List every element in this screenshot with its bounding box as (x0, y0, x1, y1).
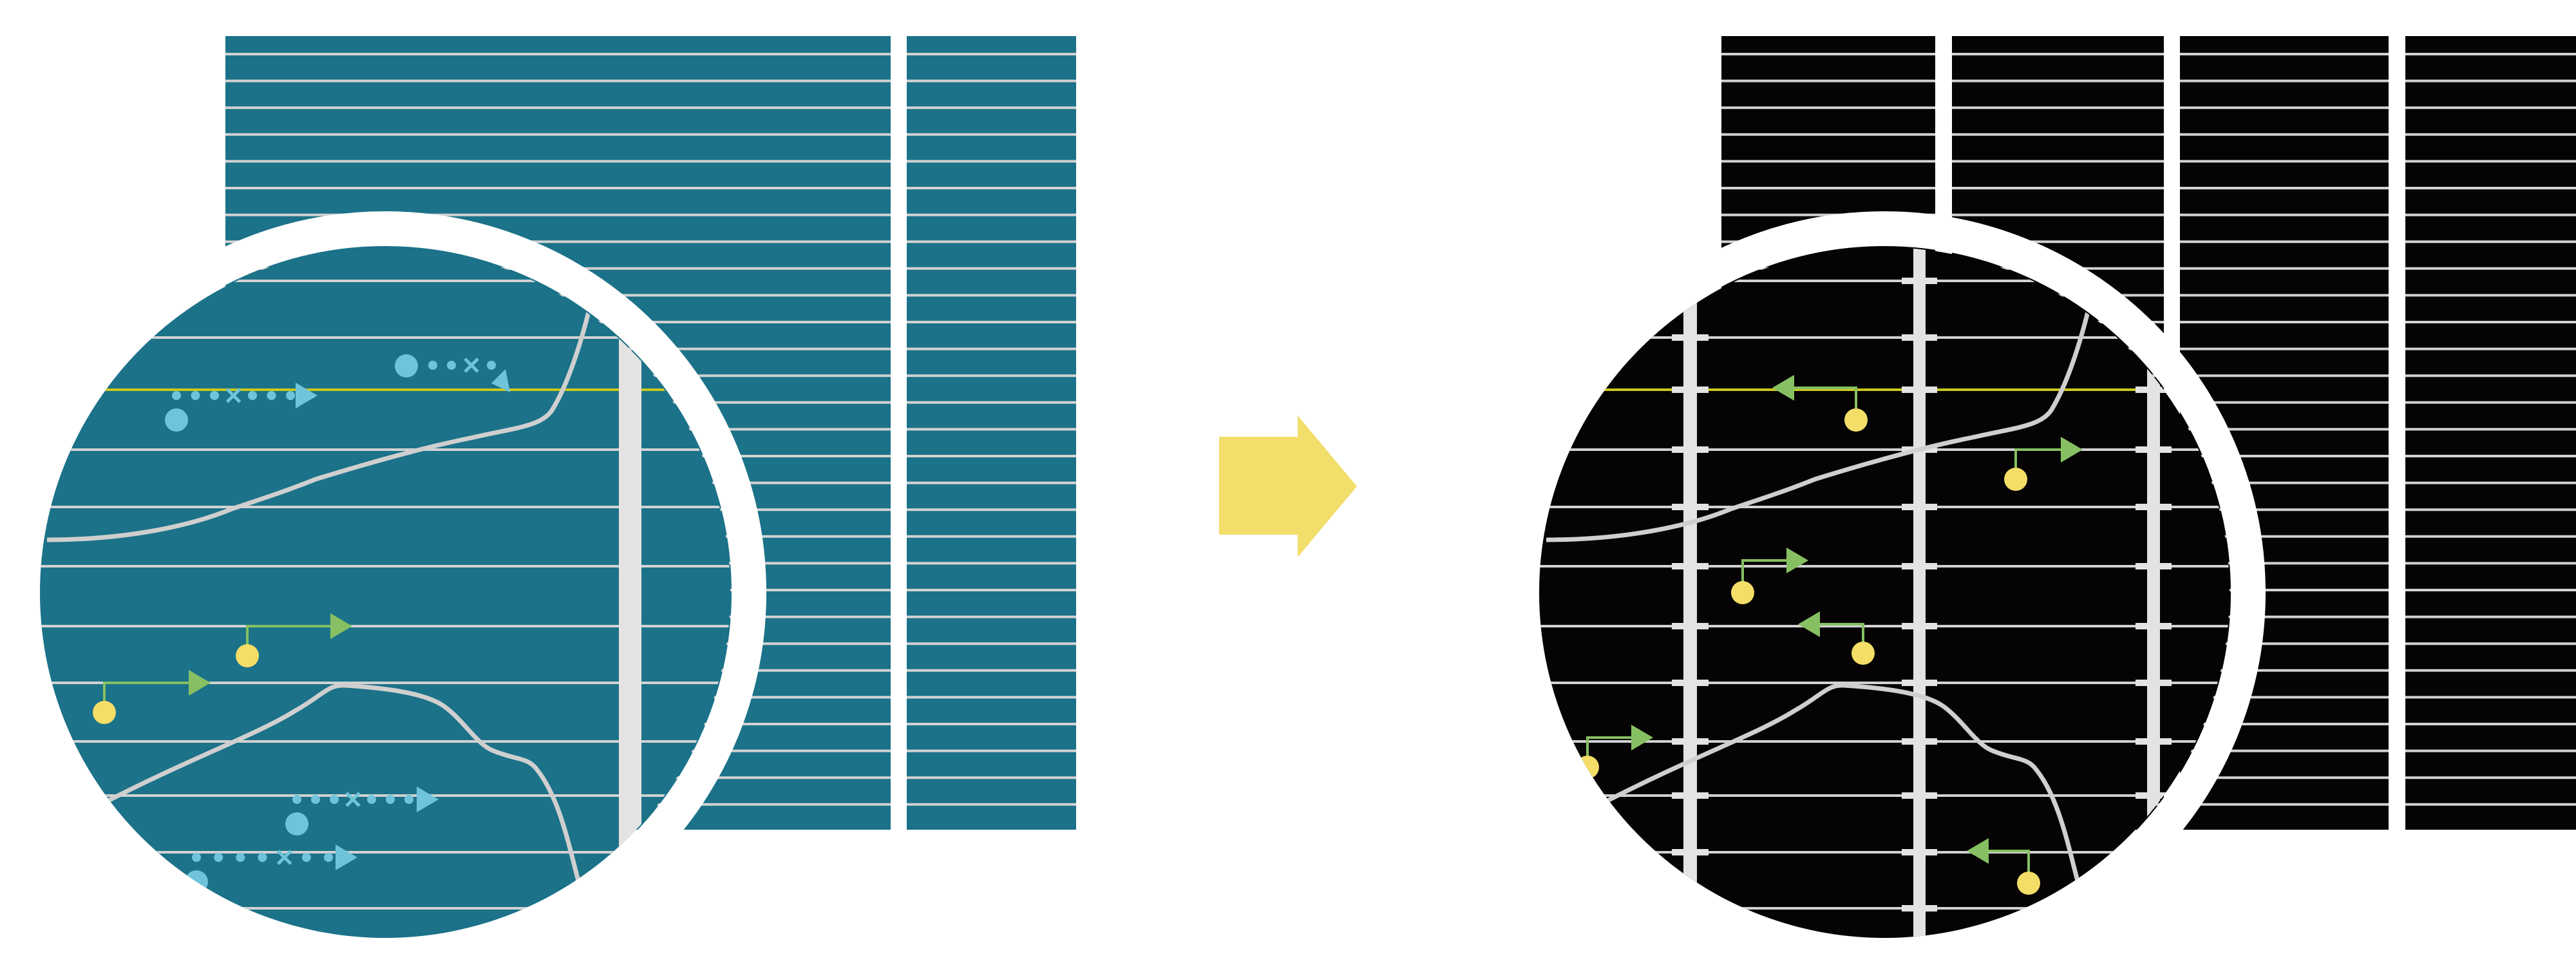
magnifier-ring (1503, 211, 2266, 974)
blue-small-dot (330, 795, 339, 804)
panel-block (2405, 36, 2576, 830)
elbow-arrow-head (1786, 548, 1808, 573)
tick-mark (1902, 680, 1937, 686)
divider-bar (619, 247, 641, 938)
blue-small-dot (487, 361, 496, 370)
yellow-dot (2017, 872, 2040, 895)
divider-bar (2147, 247, 2160, 938)
blue-cross (464, 358, 479, 373)
blue-small-dot (248, 391, 257, 400)
curve (46, 311, 591, 542)
elbow-arrow-head (1967, 838, 1989, 864)
blue-dot (285, 812, 308, 836)
blue-small-dot (447, 361, 456, 370)
tick-mark (1902, 792, 1937, 799)
blue-small-dot (386, 795, 395, 804)
tick-mark (1902, 504, 1937, 510)
tick-mark (1672, 504, 1709, 510)
yellow-dot (1852, 642, 1875, 665)
blue-small-dot (214, 853, 223, 862)
divider-bar (1913, 247, 1926, 938)
magnifier-ring (4, 211, 766, 974)
elbow-arrow-head (1772, 375, 1794, 401)
blue-cross (276, 850, 292, 865)
blue-arrow-head (491, 369, 510, 392)
tick-mark (1902, 387, 1937, 393)
tick-mark (1902, 905, 1937, 912)
tick-mark (1672, 334, 1709, 341)
tick-mark (1672, 738, 1709, 745)
tick-mark (2136, 905, 2172, 912)
right-arrow-icon (1219, 415, 1357, 557)
yellow-dot (1731, 581, 1754, 604)
panel-block (907, 36, 1076, 830)
curve (1604, 683, 2081, 884)
curve (104, 683, 582, 884)
blue-cross (345, 792, 361, 807)
yellow-dot (1844, 408, 1868, 432)
magnifier-background (40, 247, 730, 938)
tick-mark (2136, 680, 2172, 686)
blue-small-dot (172, 391, 181, 400)
tick-mark (2136, 446, 2172, 453)
blue-arrow-head (417, 787, 439, 812)
tick-mark (1902, 849, 1937, 855)
tick-mark (1902, 278, 1937, 284)
blue-small-dot (258, 853, 267, 862)
tick-mark (1672, 680, 1709, 686)
tick-mark (2136, 792, 2172, 799)
tick-mark (1902, 623, 1937, 629)
blue-small-dot (191, 391, 200, 400)
blue-small-dot (292, 795, 301, 804)
tick-mark (2136, 504, 2172, 510)
blue-small-dot (404, 795, 413, 804)
before-magnifier (4, 211, 766, 974)
blue-arrow-head (296, 383, 317, 408)
tick-mark (1672, 446, 1709, 453)
tick-mark (1672, 387, 1709, 393)
blue-small-dot (367, 795, 376, 804)
blue-small-dot (286, 391, 295, 400)
blue-small-dot (267, 391, 276, 400)
tick-mark (1902, 334, 1937, 341)
elbow-arrow-head (330, 613, 352, 639)
tick-mark (1672, 849, 1709, 855)
tick-mark (2136, 563, 2172, 569)
blue-cross (225, 388, 242, 403)
blue-small-dot (324, 853, 333, 862)
yellow-dot (93, 701, 116, 724)
tick-mark (1902, 738, 1937, 745)
transition-arrow (1219, 415, 1357, 557)
blue-small-dot (301, 853, 311, 862)
tick-mark (1902, 563, 1937, 569)
elbow-arrow-head (1631, 725, 1653, 750)
divider-bar (1683, 247, 1697, 938)
magnifier-background (1539, 247, 2230, 938)
blue-small-dot (311, 795, 320, 804)
tick-mark (2136, 623, 2172, 629)
tick-mark (1672, 792, 1709, 799)
blue-small-dot (210, 391, 219, 400)
blue-dot (165, 408, 188, 432)
blue-dot (395, 354, 418, 377)
blue-arrow-head (336, 845, 357, 870)
yellow-dot (2004, 468, 2027, 491)
after-magnifier (1503, 211, 2266, 974)
elbow-arrow-head (1798, 611, 1820, 637)
yellow-dot (236, 644, 259, 667)
curve (1546, 311, 2090, 542)
elbow-arrow-head (2061, 437, 2083, 463)
blue-small-dot (428, 361, 437, 370)
blue-small-dot (236, 853, 245, 862)
elbow-arrow-head (189, 670, 211, 696)
blue-small-dot (192, 853, 201, 862)
tick-mark (2136, 738, 2172, 745)
tick-mark (1672, 623, 1709, 629)
tick-mark (1672, 563, 1709, 569)
tick-mark (2136, 387, 2172, 393)
